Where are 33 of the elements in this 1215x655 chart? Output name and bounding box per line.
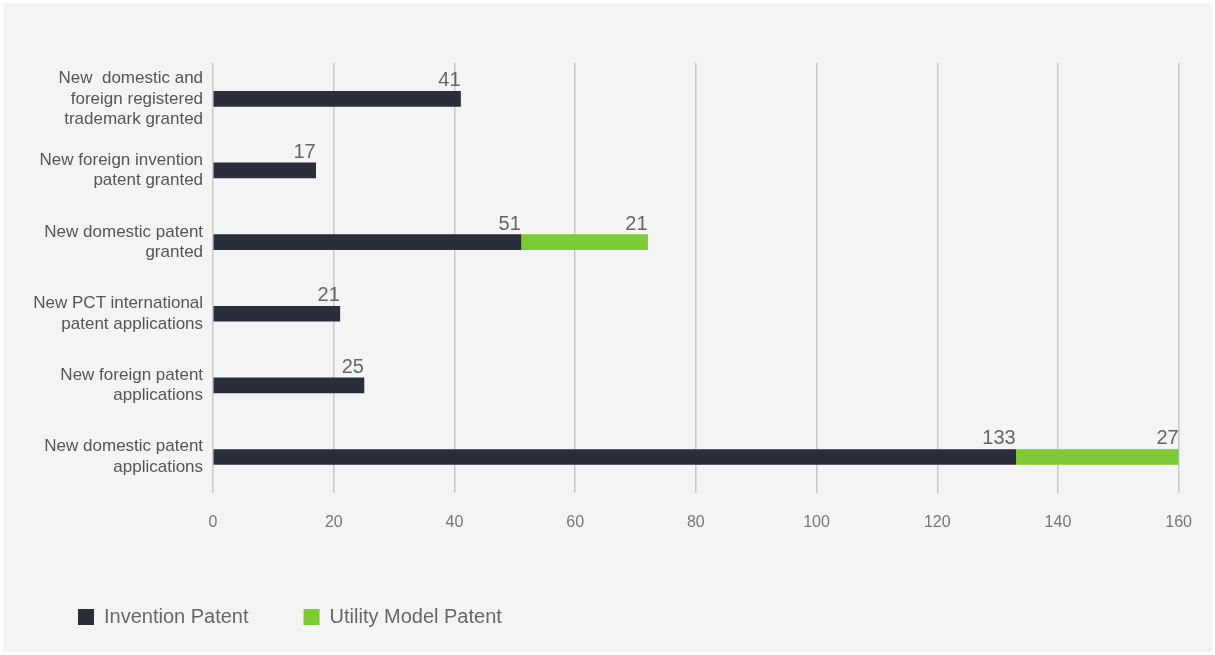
x-tick-label: 120: [923, 512, 951, 530]
data-label: 17: [293, 139, 316, 162]
data-label: 27: [1156, 426, 1179, 449]
x-tick-label: 80: [686, 512, 705, 530]
data-label: 133: [982, 426, 1016, 449]
y-tick-label: New foreign invention patent granted: [39, 149, 204, 190]
bar: [213, 90, 461, 107]
bar: [213, 449, 1017, 465]
bar: [520, 234, 648, 250]
y-tick-label: New PCT international patent applications: [33, 293, 204, 333]
bar: [213, 305, 341, 322]
data-label: 21: [317, 283, 340, 306]
data-label: 41: [438, 68, 461, 91]
bar: [213, 162, 316, 179]
y-tick-label: New domestic patent applications: [44, 436, 204, 476]
legend-label: Utility Model Patent: [329, 604, 503, 627]
data-label: 21: [625, 211, 648, 234]
bar: [213, 234, 522, 250]
data-label: 51: [498, 211, 521, 234]
bar: [1015, 449, 1179, 465]
x-tick-label: 0: [208, 512, 218, 530]
x-tick-label: 160: [1165, 512, 1193, 530]
legend-label: Invention Patent: [104, 604, 249, 627]
bar: [213, 377, 365, 394]
x-tick-label: 40: [445, 512, 464, 530]
y-tick-label: New domestic patent granted: [44, 221, 204, 261]
x-tick-label: 60: [566, 512, 585, 530]
x-tick-label: 140: [1044, 512, 1072, 530]
x-tick-label: 100: [803, 512, 831, 530]
y-tick-label: New foreign patent applications: [60, 364, 204, 405]
x-tick-label: 20: [324, 512, 343, 530]
y-tick-label: New domestic and foreign registered trademark granted: [58, 68, 204, 128]
data-label: 25: [341, 354, 364, 377]
